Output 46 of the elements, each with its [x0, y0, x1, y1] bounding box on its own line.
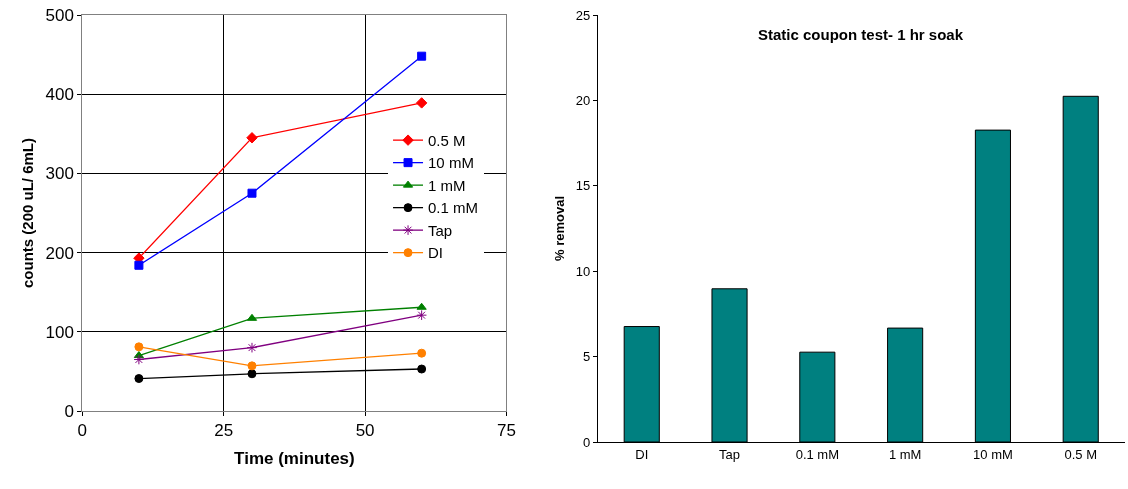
x-tick-label: 0	[77, 421, 88, 441]
x-tick-label: DI	[635, 446, 649, 462]
y-axis-title: % removal	[551, 195, 567, 262]
x-tick-label: 75	[497, 421, 516, 441]
legend-label: 10 mM	[428, 154, 474, 172]
point	[134, 374, 144, 384]
x-tick-label: 0.1 mM	[795, 446, 839, 462]
y-tick-label: 5	[583, 349, 591, 365]
point	[416, 309, 427, 321]
y-tick-label: 10	[575, 263, 591, 279]
x-axis-title: Time (minutes)	[234, 448, 355, 468]
y-tick-label: 300	[45, 164, 74, 184]
x-tick-label: 0.5 M	[1064, 446, 1097, 462]
legend-label: 0.5 M	[428, 131, 466, 149]
point	[247, 361, 257, 371]
point	[134, 260, 144, 270]
x-tick-label: 50	[355, 421, 375, 441]
x-tick-label: 1 mM	[888, 446, 922, 462]
point	[417, 51, 427, 61]
legend-label: 1 mM	[428, 176, 466, 194]
point	[246, 342, 258, 353]
point	[247, 369, 257, 379]
y-tick-label: 100	[45, 322, 74, 342]
legend-label: Tap	[428, 221, 453, 239]
x-tick-label: 25	[214, 421, 234, 441]
y-tick-label: 25	[575, 7, 591, 23]
legend-label: 0.1 mM	[428, 199, 479, 217]
point	[133, 354, 145, 365]
point	[415, 97, 428, 109]
y-tick-label: 20	[575, 92, 591, 108]
y-tick-label: 400	[45, 85, 74, 105]
point	[416, 302, 427, 310]
legend-label: DI	[428, 244, 444, 262]
y-tick-label: 200	[45, 243, 74, 263]
x-tick-label: 10 mM	[973, 446, 1013, 462]
point	[417, 348, 427, 358]
point	[417, 364, 427, 374]
text: Static coupon test- 1 hr soak	[758, 26, 964, 43]
point	[134, 342, 144, 352]
x-tick-label: Tap	[719, 446, 741, 462]
y-tick-label: 0	[64, 401, 74, 421]
point	[246, 132, 258, 144]
y-axis-title: counts (200 uL/ 6mL)	[18, 137, 36, 289]
point	[247, 188, 257, 198]
y-tick-label: 500	[45, 5, 74, 25]
y-tick-label: 15	[575, 178, 591, 194]
